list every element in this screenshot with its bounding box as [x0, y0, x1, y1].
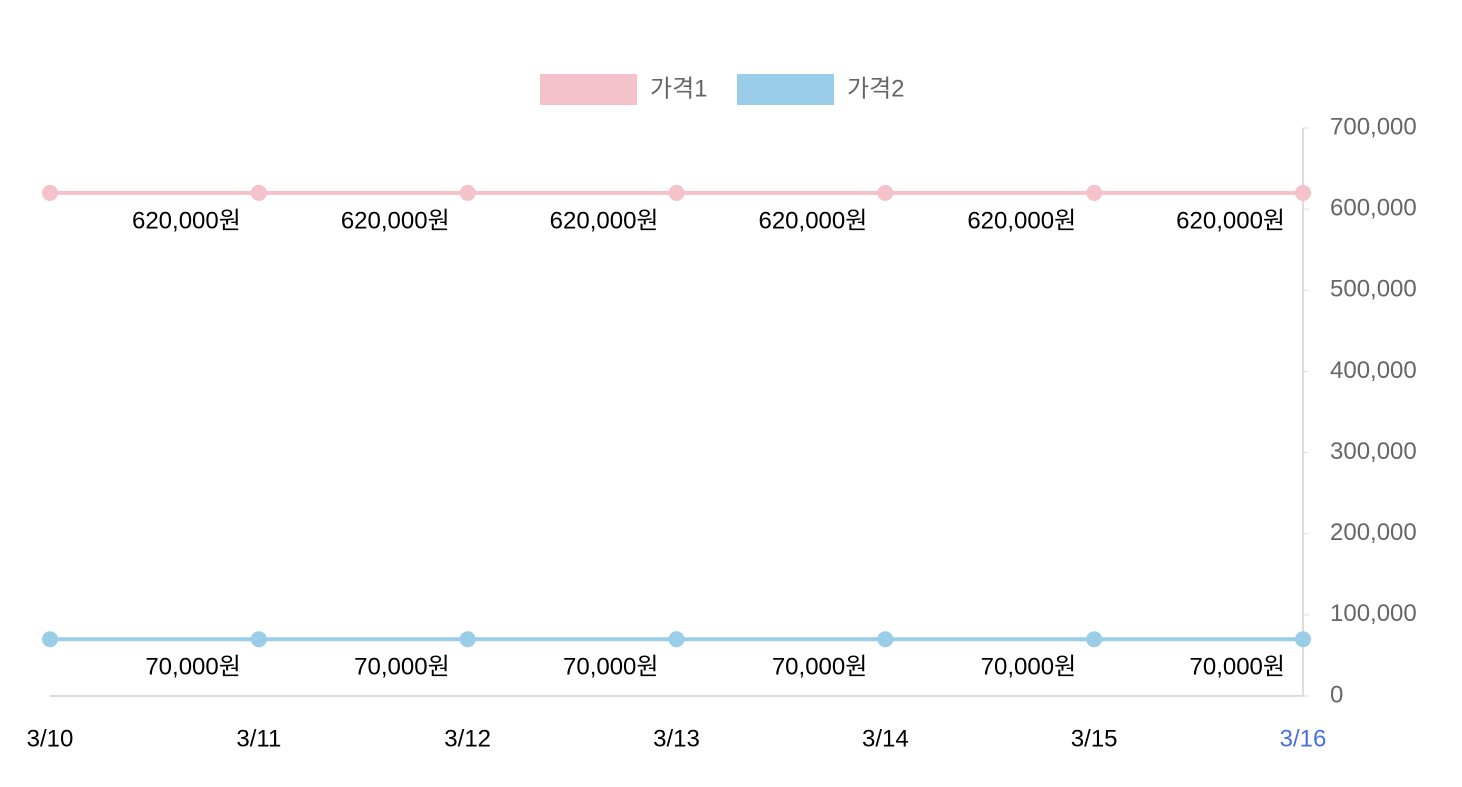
data-label: 70,000원	[354, 654, 450, 681]
x-tick-label: 3/14	[862, 725, 909, 752]
data-point	[1086, 631, 1103, 648]
data-point	[42, 631, 58, 648]
data-point	[459, 184, 476, 201]
x-tick-label: 3/15	[1071, 725, 1118, 752]
data-point	[250, 631, 267, 648]
legend-label: 가격2	[847, 75, 905, 102]
data-label: 620,000원	[550, 207, 659, 234]
data-point	[1295, 184, 1311, 201]
data-label: 70,000원	[981, 654, 1077, 681]
data-label: 70,000원	[772, 654, 868, 681]
y-tick-label: 700,000	[1330, 113, 1417, 140]
legend-swatch	[540, 74, 637, 105]
x-tick-label: 3/12	[444, 725, 491, 752]
data-point	[42, 184, 58, 201]
legend-swatch	[737, 74, 834, 105]
y-tick-label: 300,000	[1330, 438, 1417, 465]
data-point	[1086, 184, 1103, 201]
x-tick-label: 3/10	[27, 725, 74, 752]
data-point	[877, 184, 894, 201]
data-label: 620,000원	[341, 207, 450, 234]
data-point	[668, 631, 685, 648]
data-label: 620,000원	[967, 207, 1076, 234]
data-point	[459, 631, 476, 648]
y-tick-label: 500,000	[1330, 276, 1417, 303]
y-tick-label: 400,000	[1330, 357, 1417, 384]
data-label: 70,000원	[1190, 654, 1286, 681]
y-tick-label: 600,000	[1330, 194, 1417, 221]
data-point	[250, 184, 267, 201]
legend-label: 가격1	[650, 75, 708, 102]
data-point	[1295, 631, 1311, 648]
data-label: 620,000원	[132, 207, 241, 234]
x-tick-label: 3/13	[653, 725, 700, 752]
data-label: 620,000원	[758, 207, 867, 234]
x-tick-label: 3/11	[236, 725, 281, 752]
data-label: 620,000원	[1176, 207, 1285, 234]
data-point	[877, 631, 894, 648]
data-label: 70,000원	[563, 654, 659, 681]
data-point	[668, 184, 685, 201]
x-tick-label: 3/16	[1280, 725, 1327, 752]
y-tick-label: 100,000	[1330, 600, 1417, 627]
y-tick-label: 200,000	[1330, 519, 1417, 546]
data-label: 70,000원	[145, 654, 241, 681]
y-tick-label: 0	[1330, 681, 1343, 708]
